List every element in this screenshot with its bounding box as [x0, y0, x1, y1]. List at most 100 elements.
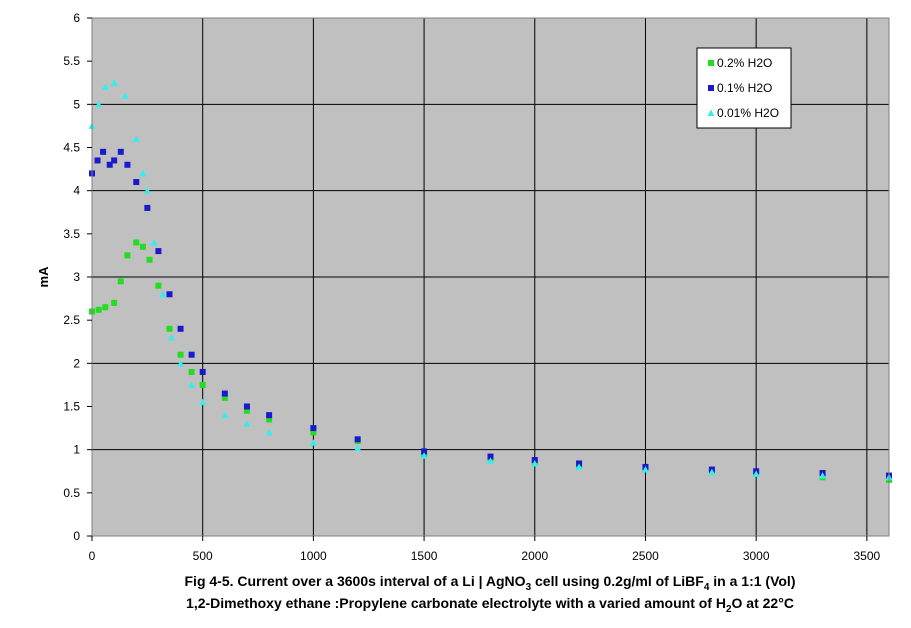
- marker: [95, 100, 103, 108]
- marker: [354, 436, 361, 443]
- marker: [94, 157, 101, 164]
- marker: [707, 109, 715, 116]
- marker: [708, 85, 714, 91]
- marker: [354, 444, 362, 451]
- marker: [110, 79, 118, 86]
- x-tick-label: 0: [89, 549, 96, 563]
- x-tick-label: 1500: [411, 549, 438, 563]
- marker: [708, 468, 716, 476]
- subscript: 4: [704, 582, 710, 593]
- x-tick-label: 3000: [743, 549, 770, 563]
- y-tick-label: 2.5: [63, 313, 80, 327]
- y-tick-label: 1: [73, 443, 80, 457]
- y-tick-label: 0.5: [63, 486, 80, 500]
- marker: [188, 381, 196, 388]
- x-tick-label: 3500: [854, 549, 881, 563]
- series: [88, 79, 893, 481]
- marker: [111, 157, 118, 164]
- marker: [309, 439, 317, 446]
- caption-text: cell using 0.2g/ml of LiBF: [531, 573, 704, 589]
- marker: [117, 278, 124, 285]
- marker: [95, 306, 102, 313]
- marks: [88, 79, 893, 483]
- marker: [155, 248, 162, 255]
- marker: [266, 416, 273, 423]
- marker: [144, 204, 151, 211]
- x-tick-label: 2000: [521, 549, 548, 563]
- caption-line: Fig 4-5. Current over a 3600s interval o…: [185, 573, 796, 593]
- marker: [143, 187, 151, 194]
- marker: [199, 368, 206, 375]
- caption-text: 1,2-Dimethoxy ethane :Propylene carbonat…: [186, 595, 726, 611]
- y-tick-label: 3.5: [63, 227, 80, 241]
- marker: [575, 463, 583, 470]
- legend-label: 0.1% H2O: [717, 81, 772, 95]
- y-tick-label: 0: [73, 529, 80, 543]
- subscript: 3: [526, 582, 532, 593]
- marker: [132, 135, 140, 142]
- marker: [487, 453, 494, 460]
- marker: [159, 290, 167, 298]
- caption-text: O at 22°C: [732, 595, 794, 611]
- marker: [168, 333, 176, 341]
- marker: [121, 92, 129, 99]
- y-tick-label: 4: [73, 184, 80, 198]
- caption: Fig 4-5. Current over a 3600s interval o…: [185, 573, 796, 615]
- marker: [265, 428, 273, 436]
- marker: [199, 398, 207, 406]
- y-tick-label: 3: [73, 270, 80, 284]
- marker: [117, 148, 124, 155]
- marker: [221, 394, 228, 401]
- marker: [106, 161, 113, 168]
- marker: [641, 466, 649, 473]
- x-tick-label: 500: [193, 549, 213, 563]
- y-tick-label: 5.5: [63, 54, 80, 68]
- marker: [752, 470, 760, 477]
- y-axis-label: mA: [36, 266, 51, 288]
- marker: [133, 239, 140, 246]
- y-tick-label: 4.5: [63, 141, 80, 155]
- marker: [133, 179, 140, 186]
- y-tick-label: 1.5: [63, 400, 80, 414]
- y-tick-label: 5: [73, 97, 80, 111]
- marker: [139, 243, 146, 250]
- marker: [124, 252, 131, 259]
- marker: [166, 291, 173, 298]
- marker: [266, 412, 273, 419]
- x-tick-label: 2500: [632, 549, 659, 563]
- subscript: 2: [726, 604, 732, 615]
- caption-text: in a 1:1 (Vol): [709, 573, 795, 589]
- marker: [188, 351, 195, 358]
- marker: [421, 448, 428, 455]
- marker: [124, 161, 131, 168]
- marker: [100, 148, 107, 155]
- marker: [420, 452, 428, 459]
- marker: [177, 325, 184, 332]
- marker: [146, 256, 153, 263]
- caption-text: Fig 4-5. Current over a 3600s interval o…: [185, 573, 526, 589]
- marker: [221, 390, 228, 397]
- marker: [111, 299, 118, 306]
- marker: [310, 425, 317, 432]
- marker: [221, 411, 229, 419]
- marker: [102, 304, 109, 311]
- marker: [708, 60, 714, 66]
- caption-line: 1,2-Dimethoxy ethane :Propylene carbonat…: [186, 595, 794, 615]
- marker: [243, 420, 251, 427]
- legend: 0.2% H2O 0.1% H2O 0.01% H2O: [696, 47, 792, 129]
- marker: [243, 407, 250, 414]
- marker: [177, 351, 184, 358]
- y-tick-label: 2: [73, 356, 80, 370]
- marker: [819, 472, 827, 479]
- marker: [310, 429, 317, 436]
- marker: [139, 169, 147, 177]
- legend-label: 0.2% H2O: [717, 56, 772, 70]
- marker: [199, 381, 206, 388]
- legend-label: 0.01% H2O: [717, 106, 779, 120]
- marker: [155, 282, 162, 289]
- marker: [531, 459, 539, 467]
- x-tick-label: 1000: [300, 549, 327, 563]
- marker: [101, 83, 109, 91]
- marker: [177, 359, 185, 367]
